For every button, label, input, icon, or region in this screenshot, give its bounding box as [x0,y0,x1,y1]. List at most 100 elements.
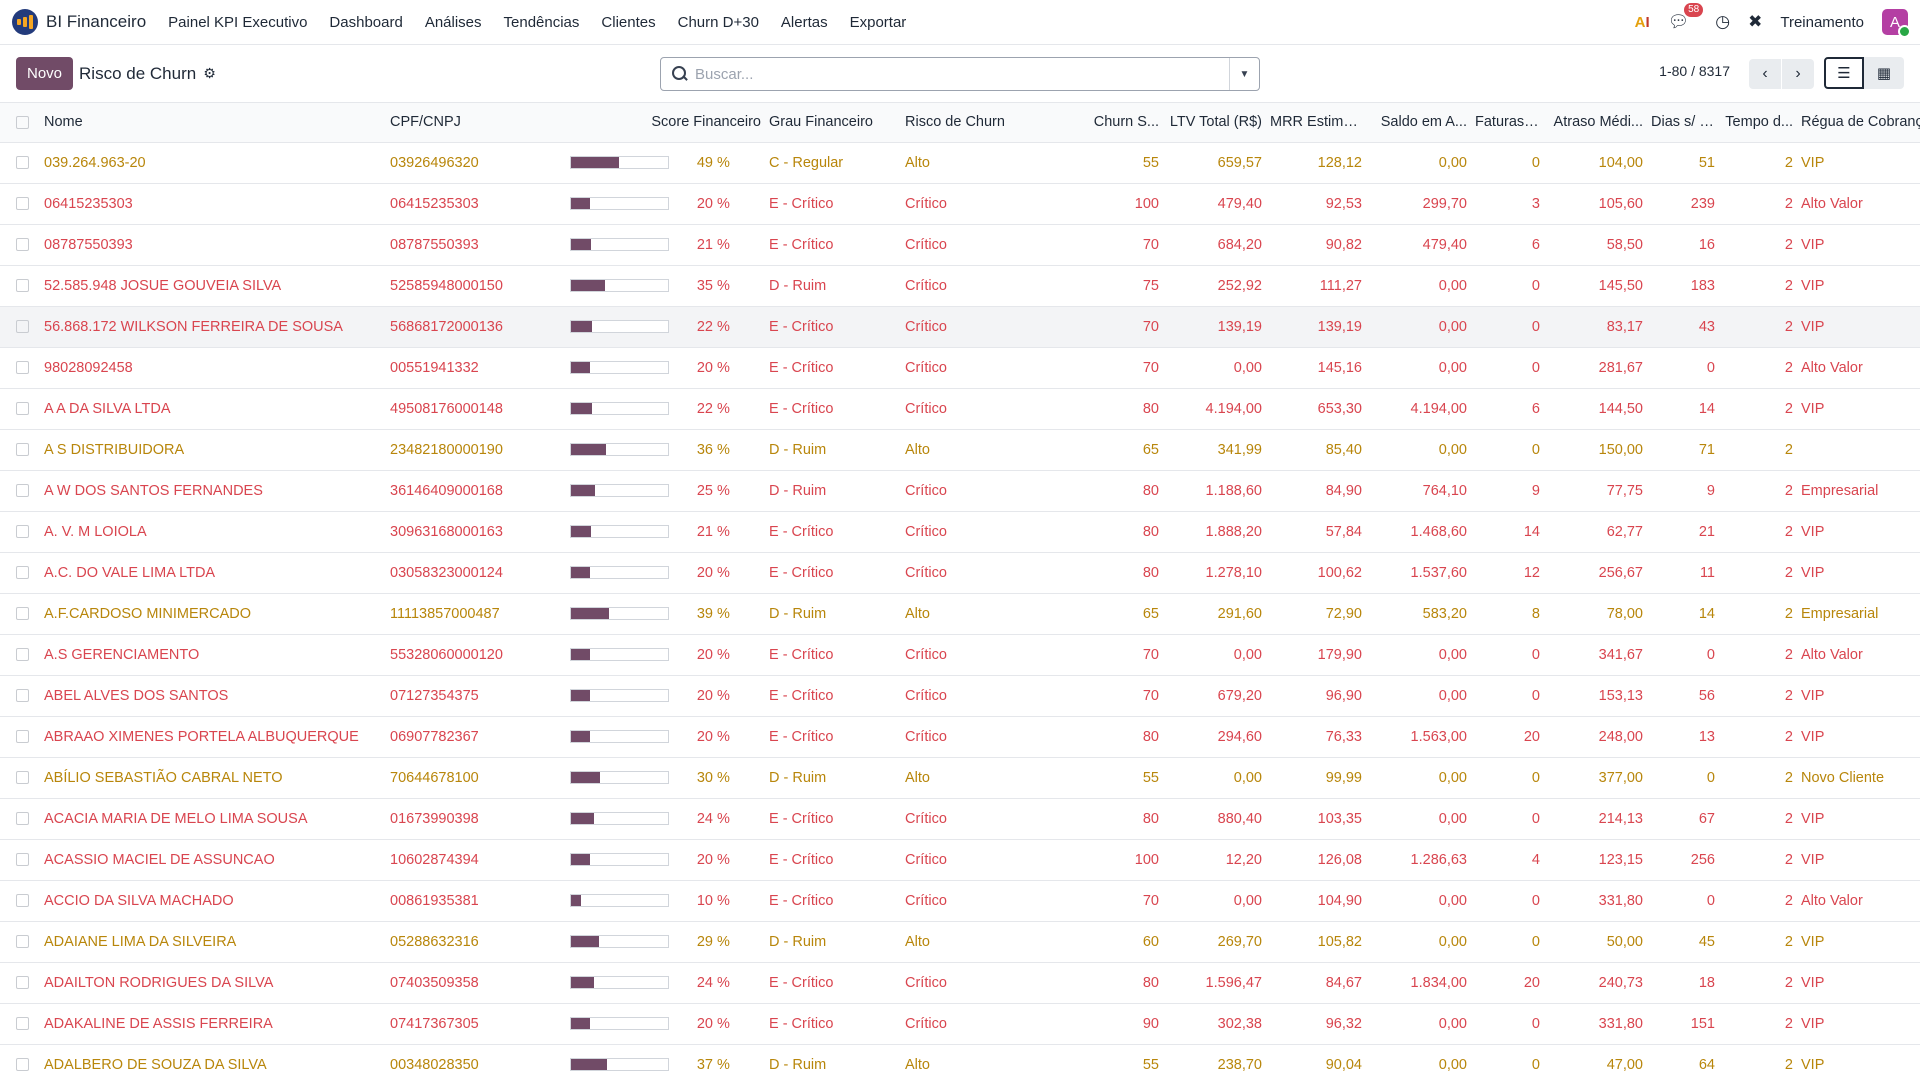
row-checkbox[interactable] [0,347,40,388]
col-score-financeiro[interactable]: Score Financeiro [651,114,761,131]
row-checkbox[interactable] [0,675,40,716]
row-checkbox[interactable] [16,197,29,210]
row-checkbox[interactable] [0,470,40,511]
row-checkbox[interactable] [0,224,40,265]
col-tempo[interactable]: Tempo d... [1725,114,1793,131]
ai-assistant-icon[interactable]: AI [1634,13,1650,31]
row-checkbox[interactable] [16,730,29,743]
row-checkbox[interactable] [16,238,29,251]
pager-value[interactable]: 1-80 / 8317 [1659,63,1730,79]
menu-dashboard[interactable]: Dashboard [329,13,403,31]
table-row[interactable]: A.C. DO VALE LIMA LTDA 03058323000124 20 %… [0,552,1920,593]
menu-exportar[interactable]: Exportar [849,13,907,31]
table-row[interactable]: 52.585.948 JOSUE GOUVEIA SILVA 5258594800… [0,265,1920,306]
row-checkbox[interactable] [0,388,40,429]
row-checkbox[interactable] [0,880,40,921]
table-row[interactable]: ACACIA MARIA DE MELO LIMA SOUSA 016739903… [0,798,1920,839]
select-all-checkbox[interactable] [16,115,29,129]
table-row[interactable]: ADAIANE LIMA DA SILVEIRA 05288632316 29 % D… [0,921,1920,962]
pager-previous-icon[interactable]: ‹ [1749,59,1781,89]
row-checkbox[interactable] [0,839,40,880]
row-checkbox[interactable] [16,853,29,866]
user-avatar[interactable]: A [1882,9,1911,38]
table-row[interactable]: A S DISTRIBUIDORA 23482180000190 36 % D - R… [0,429,1920,470]
col-ltv-total[interactable]: LTV Total (R$) [1169,114,1262,131]
row-checkbox[interactable] [0,757,40,798]
row-checkbox[interactable] [16,525,29,538]
row-checkbox[interactable] [16,443,29,456]
table-row[interactable]: ADAKALINE DE ASSIS FERREIRA 07417367305 20… [0,1003,1920,1044]
table-row[interactable]: A W DOS SANTOS FERNANDES 36146409000168 25… [0,470,1920,511]
table-row[interactable]: ABRAAO XIMENES PORTELA ALBUQUERQUE 069077… [0,716,1920,757]
table-row[interactable]: ACCIO DA SILVA MACHADO 00861935381 10 % E -… [0,880,1920,921]
row-checkbox[interactable] [16,279,29,292]
col-dias-sem-pagamento[interactable]: Dias s/ P... [1651,114,1719,131]
col-atraso-medio[interactable]: Atraso Médi... [1553,114,1643,131]
table-row[interactable]: A.S GERENCIAMENTO 55328060000120 20 % E - C… [0,634,1920,675]
col-mrr-estimado[interactable]: MRR Estima... [1270,114,1364,131]
table-row[interactable]: ADAILTON RODRIGUES DA SILVA 07403509358 24… [0,962,1920,1003]
table-row[interactable]: A. V. M LOIOLA 30963168000163 21 % E - Crít… [0,511,1920,552]
menu-clientes[interactable]: Clientes [601,13,656,31]
search-input[interactable] [695,65,1229,83]
row-checkbox[interactable] [16,1058,29,1071]
col-cpf-cnpj[interactable]: CPF/CNPJ [390,114,461,131]
row-checkbox[interactable] [16,607,29,620]
row-checkbox[interactable] [0,798,40,839]
company-switcher[interactable]: Treinamento [1780,13,1864,31]
menu-churn-d30[interactable]: Churn D+30 [677,13,759,31]
table-row[interactable]: 98028092458 00551941332 20 % E - Crítico Crí… [0,347,1920,388]
col-churn-score[interactable]: Churn S... [1093,114,1159,131]
new-button[interactable]: Novo [16,57,74,90]
row-checkbox[interactable] [0,634,40,675]
table-row[interactable]: ABÍLIO SEBASTIÃO CABRAL NETO 70644678100 3… [0,757,1920,798]
row-checkbox[interactable] [16,935,29,948]
row-checkbox[interactable] [0,142,40,183]
table-row[interactable]: ABEL ALVES DOS SANTOS 07127354375 20 % E - … [0,675,1920,716]
pivot-view-icon[interactable]: ▦ [1864,57,1904,89]
app-name[interactable]: BI Financeiro [46,12,147,31]
app-logo-icon[interactable] [12,9,38,35]
table-row[interactable]: ADALBERO DE SOUZA DA SILVA 00348028350 37 … [0,1044,1920,1080]
menu-painel-kpi[interactable]: Painel KPI Executivo [168,13,308,31]
row-checkbox[interactable] [0,716,40,757]
row-checkbox[interactable] [16,894,29,907]
row-checkbox[interactable] [16,566,29,579]
messages-icon[interactable]: 💬︎ 58 [1668,3,1704,32]
row-checkbox[interactable] [16,771,29,784]
table-row[interactable]: 039.264.963-20 03926496320 49 % C - Regular… [0,142,1920,183]
col-risco-churn[interactable]: Risco de Churn [905,114,1005,131]
table-row[interactable]: A.F.CARDOSO MINIMERCADO 11113857000487 39 … [0,593,1920,634]
row-checkbox[interactable] [16,812,29,825]
menu-analises[interactable]: Análises [424,13,482,31]
gear-icon[interactable]: ⚙ [203,65,216,81]
col-nome[interactable]: Nome [44,114,83,131]
tools-icon[interactable]: ✖ [1748,12,1763,31]
col-grau-financeiro[interactable]: Grau Financeiro [769,114,873,131]
pager-next-icon[interactable]: › [1782,59,1814,89]
row-checkbox[interactable] [16,156,29,169]
search-options-dropdown-icon[interactable]: ▼ [1229,58,1259,90]
row-checkbox[interactable] [0,593,40,634]
table-row[interactable]: A A DA SILVA LTDA 49508176000148 22 % E - C… [0,388,1920,429]
table-row[interactable]: 56.868.172 WILKSON FERREIRA DE SOUSA 5686… [0,306,1920,347]
row-checkbox[interactable] [16,648,29,661]
col-faturas[interactable]: Faturas ... [1475,114,1541,131]
table-row[interactable]: 06415235303 06415235303 20 % E - Crítico Crí… [0,183,1920,224]
row-checkbox[interactable] [16,402,29,415]
row-checkbox[interactable] [0,552,40,593]
menu-tendencias[interactable]: Tendências [503,13,580,31]
row-checkbox[interactable] [0,429,40,470]
row-checkbox[interactable] [0,921,40,962]
row-checkbox[interactable] [0,265,40,306]
row-checkbox[interactable] [16,320,29,333]
row-checkbox[interactable] [0,511,40,552]
row-checkbox[interactable] [16,361,29,374]
table-row[interactable]: 08787550393 08787550393 21 % E - Crítico Crí… [0,224,1920,265]
row-checkbox[interactable] [0,962,40,1003]
row-checkbox[interactable] [16,976,29,989]
row-checkbox[interactable] [0,1003,40,1044]
col-regua-cobranca[interactable]: Régua de Cobrança [1801,114,1920,131]
row-checkbox[interactable] [0,1044,40,1080]
row-checkbox[interactable] [16,1017,29,1030]
